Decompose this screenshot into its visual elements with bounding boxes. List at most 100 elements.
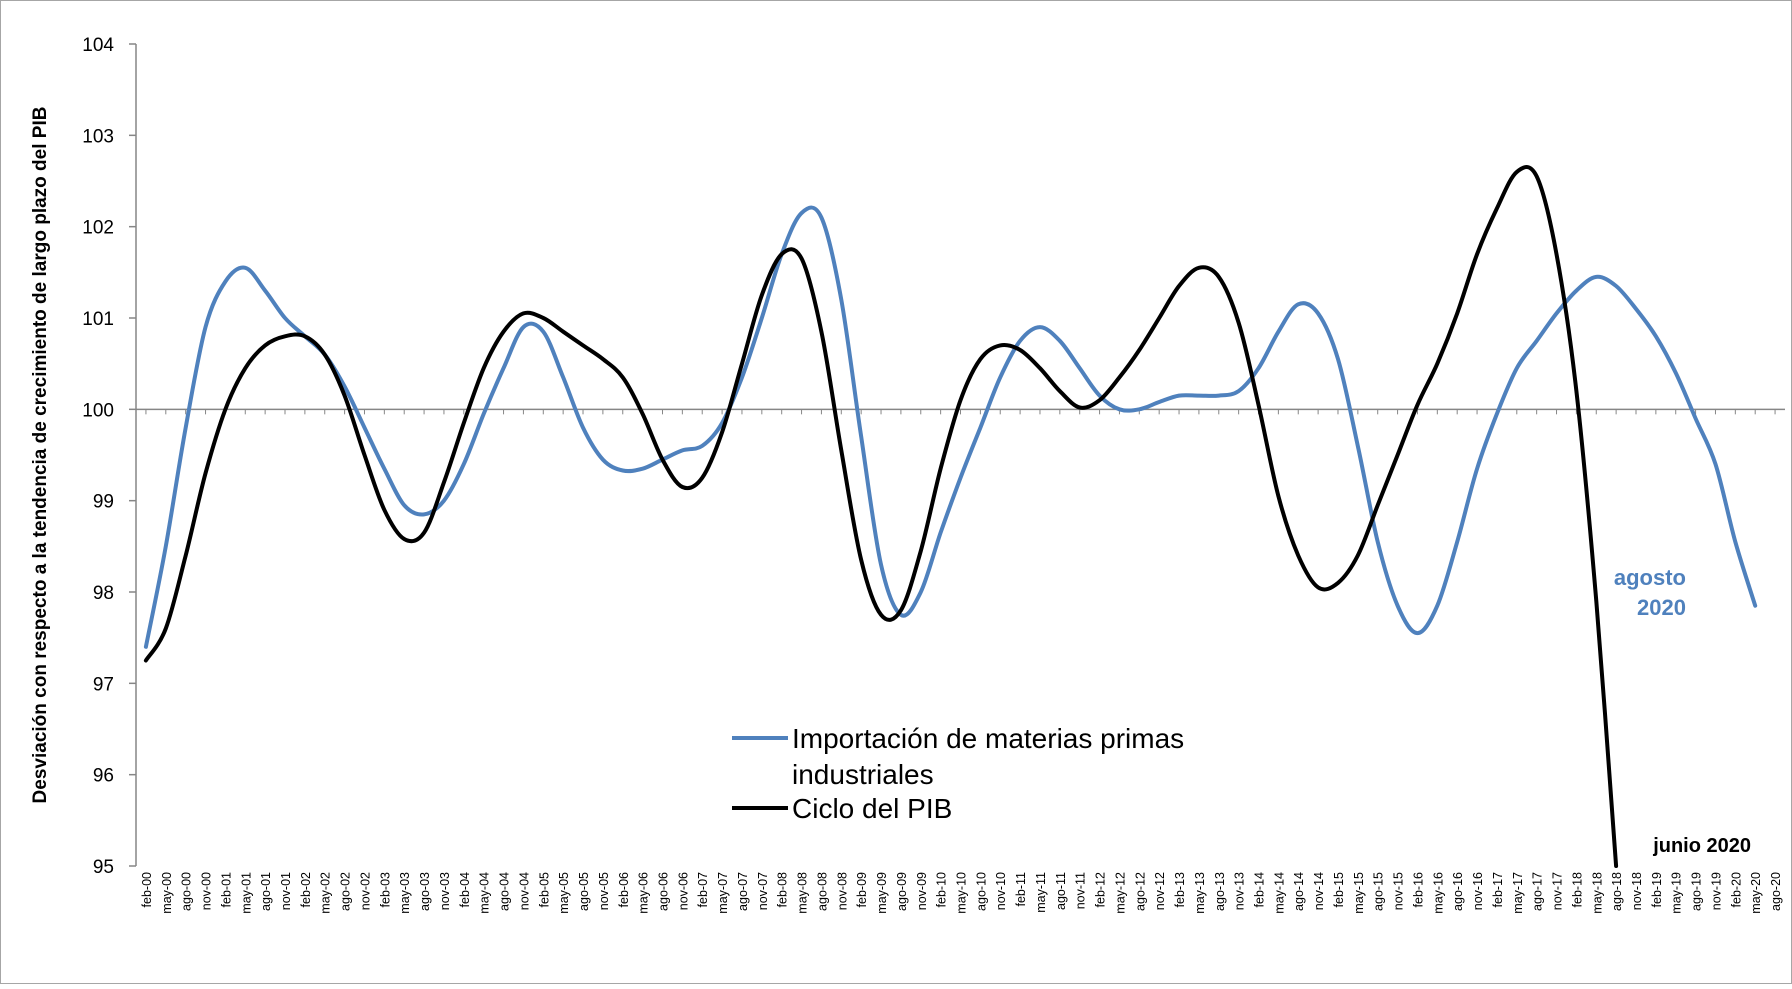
x-tick-label: nov-12 bbox=[1153, 872, 1167, 910]
x-tick-label: feb-20 bbox=[1729, 872, 1743, 907]
series-line-imports bbox=[143, 205, 1758, 649]
x-tick-label: feb-13 bbox=[1173, 872, 1187, 907]
x-tick-label: ago-03 bbox=[418, 872, 432, 911]
x-tick-label: may-17 bbox=[1511, 872, 1525, 914]
x-tick-label: may-15 bbox=[1352, 872, 1366, 914]
y-tick-label: 95 bbox=[93, 857, 114, 878]
x-tick-label: ago-08 bbox=[815, 872, 829, 911]
x-tick-label: may-18 bbox=[1590, 872, 1604, 914]
x-tick-label: may-06 bbox=[637, 872, 651, 914]
x-tick-label: nov-14 bbox=[1312, 872, 1326, 910]
series-group bbox=[143, 165, 1758, 868]
x-tick-label: may-19 bbox=[1670, 872, 1684, 914]
x-tick-label: may-11 bbox=[1034, 872, 1048, 913]
y-tick-label: 99 bbox=[93, 492, 114, 513]
x-axis-ticks: feb-00 may-00 ago-00 nov-00 feb-01 may-01 ago-… bbox=[140, 409, 1783, 914]
x-tick-label: ago-15 bbox=[1372, 872, 1386, 911]
x-tick-label: feb-16 bbox=[1411, 872, 1425, 907]
y-tick-label: 101 bbox=[82, 309, 114, 330]
x-tick-label: may-14 bbox=[1272, 872, 1286, 914]
x-tick-label: may-20 bbox=[1749, 872, 1763, 914]
x-tick-label: may-13 bbox=[1193, 872, 1207, 914]
x-tick-label: nov-10 bbox=[994, 872, 1008, 910]
x-tick-label: ago-02 bbox=[339, 872, 353, 911]
y-tick-label: 97 bbox=[93, 674, 114, 695]
x-tick-label: ago-13 bbox=[1213, 872, 1227, 911]
x-tick-label: ago-00 bbox=[180, 872, 194, 911]
x-tick-label: nov-07 bbox=[756, 872, 770, 910]
x-tick-label: nov-18 bbox=[1630, 872, 1644, 910]
legend: Importación de materias primas industria… bbox=[732, 723, 1184, 824]
x-tick-label: nov-16 bbox=[1471, 872, 1485, 910]
x-tick-label: feb-01 bbox=[219, 872, 233, 907]
x-tick-label: nov-19 bbox=[1709, 872, 1723, 910]
x-tick-label: feb-19 bbox=[1650, 872, 1664, 907]
x-tick-label: nov-03 bbox=[438, 872, 452, 910]
y-tick-label: 102 bbox=[82, 218, 114, 239]
x-tick-label: nov-02 bbox=[358, 872, 372, 910]
x-tick-label: may-16 bbox=[1431, 872, 1445, 914]
x-tick-label: may-05 bbox=[557, 872, 571, 914]
annotation-agosto-2020-line1: agosto bbox=[1614, 565, 1686, 590]
x-tick-label: ago-05 bbox=[577, 872, 591, 911]
x-tick-label: ago-18 bbox=[1610, 872, 1624, 911]
legend-label-imports-line2: industriales bbox=[792, 759, 934, 790]
x-tick-label: nov-01 bbox=[279, 872, 293, 910]
x-tick-label: may-01 bbox=[239, 872, 253, 914]
x-tick-label: nov-04 bbox=[517, 872, 531, 910]
annotation-junio-2020: junio 2020 bbox=[1652, 835, 1751, 857]
annotation-agosto-2020-line2: 2020 bbox=[1637, 595, 1686, 620]
x-tick-label: may-10 bbox=[955, 872, 969, 914]
x-tick-label: may-12 bbox=[1113, 872, 1127, 914]
x-tick-label: ago-01 bbox=[259, 872, 273, 911]
x-tick-label: ago-10 bbox=[974, 872, 988, 911]
series-line-gdp-cycle bbox=[143, 165, 1619, 868]
x-tick-label: nov-06 bbox=[676, 872, 690, 910]
x-tick-label: may-08 bbox=[796, 872, 810, 914]
y-tick-label: 104 bbox=[82, 35, 114, 56]
x-tick-label: feb-09 bbox=[855, 872, 869, 907]
x-tick-label: feb-04 bbox=[458, 872, 472, 907]
y-tick-label: 96 bbox=[93, 766, 114, 787]
x-tick-label: may-02 bbox=[319, 872, 333, 914]
x-tick-label: ago-12 bbox=[1133, 872, 1147, 911]
x-tick-label: feb-03 bbox=[378, 872, 392, 907]
x-tick-label: feb-00 bbox=[140, 872, 154, 907]
y-axis-ticks: 95 96 97 98 99 100 101 102 103 104 bbox=[82, 35, 136, 878]
x-tick-label: ago-09 bbox=[895, 872, 909, 911]
x-tick-label: ago-07 bbox=[736, 872, 750, 911]
x-tick-label: feb-02 bbox=[299, 872, 313, 907]
x-tick-label: feb-06 bbox=[617, 872, 631, 907]
x-tick-label: feb-15 bbox=[1332, 872, 1346, 907]
x-tick-label: nov-08 bbox=[835, 872, 849, 910]
x-tick-label: nov-17 bbox=[1551, 872, 1565, 910]
x-tick-label: ago-11 bbox=[1054, 872, 1068, 910]
x-tick-label: nov-15 bbox=[1392, 872, 1406, 910]
x-tick-label: ago-14 bbox=[1292, 872, 1306, 911]
x-tick-label: nov-09 bbox=[915, 872, 929, 910]
x-tick-label: feb-05 bbox=[537, 872, 551, 907]
x-tick-label: ago-19 bbox=[1690, 872, 1704, 911]
legend-label-imports-line1: Importación de materias primas bbox=[792, 723, 1184, 754]
x-tick-label: feb-10 bbox=[935, 872, 949, 907]
x-tick-label: ago-16 bbox=[1451, 872, 1465, 911]
x-tick-label: ago-20 bbox=[1769, 872, 1783, 911]
x-tick-label: may-09 bbox=[875, 872, 889, 914]
x-tick-label: may-07 bbox=[716, 872, 730, 914]
y-tick-label: 103 bbox=[82, 126, 114, 147]
x-tick-label: ago-17 bbox=[1531, 872, 1545, 911]
y-tick-label: 98 bbox=[93, 583, 114, 604]
x-tick-label: feb-14 bbox=[1253, 872, 1267, 907]
y-axis-label: Desviación con respecto a la tendencia d… bbox=[30, 107, 51, 804]
x-tick-label: may-03 bbox=[398, 872, 412, 914]
x-tick-label: feb-11 bbox=[1014, 872, 1028, 907]
x-tick-label: ago-06 bbox=[656, 872, 670, 911]
x-tick-label: feb-08 bbox=[776, 872, 790, 907]
y-tick-label: 100 bbox=[82, 400, 114, 421]
x-tick-label: nov-13 bbox=[1233, 872, 1247, 910]
x-tick-label: may-00 bbox=[160, 872, 174, 914]
x-tick-label: ago-04 bbox=[498, 872, 512, 911]
